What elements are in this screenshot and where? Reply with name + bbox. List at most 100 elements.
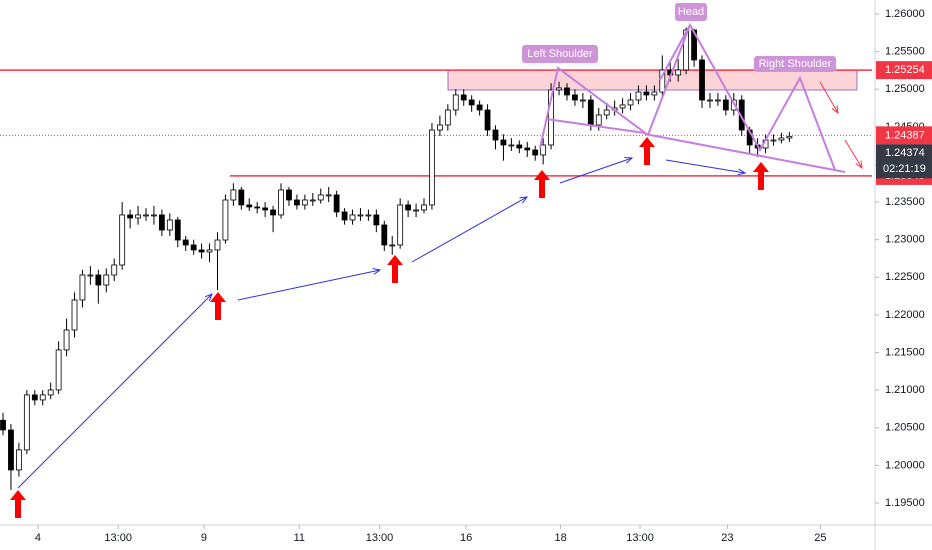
candle-body bbox=[381, 224, 388, 246]
candle-body bbox=[151, 214, 157, 217]
candle-body bbox=[87, 274, 94, 277]
neckline bbox=[545, 118, 646, 134]
candle-body bbox=[556, 87, 562, 91]
y-tick-label: 1.20500 bbox=[885, 422, 925, 434]
annotation-bubble bbox=[675, 3, 707, 21]
down-arrow bbox=[819, 81, 838, 113]
x-tick-label: 23 bbox=[721, 532, 733, 544]
x-tick-label: 13:00 bbox=[366, 532, 394, 544]
candle-body bbox=[325, 194, 332, 197]
candle-body bbox=[635, 91, 642, 101]
candle-body bbox=[206, 249, 213, 253]
y-tick-label: 1.19500 bbox=[885, 497, 925, 509]
candle-body bbox=[309, 199, 316, 202]
candle-body bbox=[516, 144, 523, 149]
y-tick-label: 1.25000 bbox=[885, 83, 925, 95]
y-tick-label: 1.20000 bbox=[885, 459, 925, 471]
candle-body bbox=[564, 87, 570, 96]
annotation-label: Right Shoulder bbox=[759, 58, 832, 70]
candle-body bbox=[39, 394, 46, 401]
candle-body bbox=[715, 99, 721, 102]
candle-body bbox=[397, 204, 404, 246]
candle-body bbox=[738, 99, 745, 131]
candle-body bbox=[460, 94, 467, 101]
trend-arrow bbox=[411, 197, 527, 263]
candle-body bbox=[595, 114, 602, 126]
up-arrow bbox=[534, 170, 550, 198]
candle-body bbox=[587, 99, 594, 126]
candle-body bbox=[190, 244, 197, 251]
candle-body bbox=[246, 204, 253, 208]
trend-arrow bbox=[17, 294, 212, 489]
x-tick-label: 13:00 bbox=[626, 532, 654, 544]
x-tick-label: 18 bbox=[555, 532, 567, 544]
candle-body bbox=[524, 147, 531, 151]
candle-body bbox=[238, 189, 245, 206]
down-arrow bbox=[844, 139, 862, 168]
candle-body bbox=[365, 214, 372, 217]
candle-body bbox=[627, 99, 634, 106]
candle-body bbox=[79, 274, 86, 301]
countdown: 02:21:19 bbox=[883, 163, 926, 175]
candle-body bbox=[468, 99, 475, 106]
x-tick-label: 13:00 bbox=[104, 532, 132, 544]
candle-body bbox=[484, 109, 491, 131]
candle-body bbox=[389, 244, 396, 247]
candle-body bbox=[651, 91, 658, 96]
candle-body bbox=[341, 211, 348, 221]
candle-body bbox=[47, 389, 54, 396]
y-tick-label: 1.22500 bbox=[885, 271, 925, 283]
candle-body bbox=[413, 209, 419, 212]
candle-body bbox=[198, 249, 205, 253]
x-tick-label: 4 bbox=[35, 532, 41, 544]
candle-body bbox=[63, 329, 70, 351]
candle-body bbox=[222, 199, 229, 241]
candle-body bbox=[317, 194, 324, 201]
drawings: Left Shoulder Head Right Shoulder bbox=[10, 3, 862, 518]
candle-body bbox=[452, 94, 459, 111]
y-tick-label: 1.23000 bbox=[885, 234, 925, 246]
candle-body bbox=[508, 144, 515, 147]
price-level-label: 1.25254 bbox=[885, 64, 925, 76]
candle-body bbox=[722, 99, 729, 111]
candle-body bbox=[286, 189, 292, 201]
price-level-tag bbox=[876, 126, 932, 145]
trend-arrow bbox=[559, 158, 632, 184]
x-tick-label: 25 bbox=[814, 532, 826, 544]
candle-body bbox=[103, 274, 110, 286]
y-tick-label: 1.22000 bbox=[885, 309, 925, 321]
y-tick-label: 1.23500 bbox=[885, 196, 925, 208]
y-tick-label: 1.26000 bbox=[885, 8, 925, 20]
candle-body bbox=[158, 214, 165, 231]
candle-body bbox=[16, 449, 22, 471]
candle-body bbox=[111, 264, 118, 276]
candle-body bbox=[405, 204, 412, 211]
candle-body bbox=[707, 99, 713, 102]
candle-body bbox=[579, 99, 586, 102]
candle-body bbox=[429, 129, 435, 206]
candle-body bbox=[214, 239, 221, 251]
up-arrow bbox=[387, 255, 403, 283]
y-tick-label: 1.25500 bbox=[885, 46, 925, 58]
candle-body bbox=[421, 204, 427, 211]
y-tick-label: 1.21500 bbox=[885, 346, 925, 358]
up-arrow bbox=[639, 137, 655, 165]
candle-body bbox=[643, 91, 650, 96]
candle-body bbox=[0, 419, 6, 431]
candle-body bbox=[230, 189, 237, 201]
last-price-tag bbox=[876, 144, 932, 179]
candle-body bbox=[71, 299, 78, 331]
candle-body bbox=[619, 104, 626, 109]
candle-body bbox=[349, 214, 356, 221]
candle-body bbox=[166, 219, 173, 231]
candle-body bbox=[357, 214, 364, 217]
trend-arrow bbox=[665, 159, 745, 173]
candle-body bbox=[691, 29, 697, 61]
candle-body bbox=[476, 104, 483, 111]
candle-body bbox=[699, 59, 705, 101]
neckline bbox=[644, 133, 846, 173]
annotation-label: Left Shoulder bbox=[527, 48, 593, 60]
candle-body bbox=[436, 124, 443, 131]
